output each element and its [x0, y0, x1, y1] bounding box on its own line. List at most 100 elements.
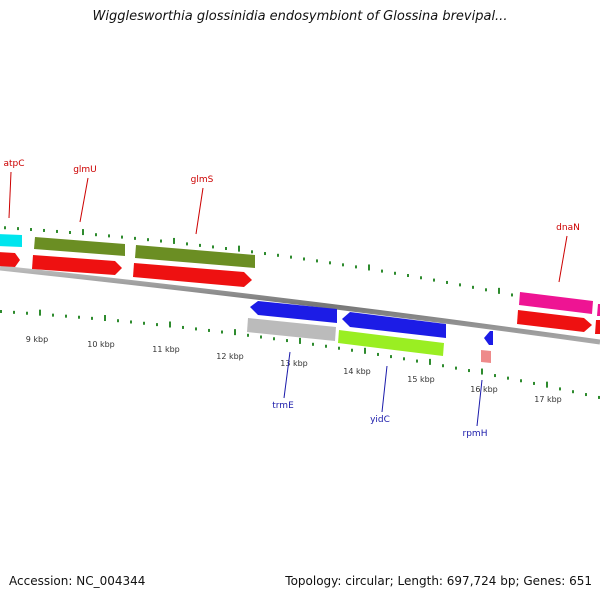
tick-dot [416, 359, 418, 363]
tick-dot [273, 337, 275, 341]
tick-dot [156, 323, 158, 327]
inner-tick-track [0, 309, 600, 399]
tick-dot [420, 276, 422, 280]
tick-dot [52, 313, 54, 317]
scale-tick-label: 16 kbp [470, 385, 498, 394]
tick-dot [108, 234, 110, 238]
feature-dnaN-cds[interactable] [517, 310, 592, 332]
feature-offscreen-cds[interactable] [595, 320, 600, 334]
tick-dot [494, 374, 496, 378]
scale-tick-label: 9 kbp [26, 335, 48, 344]
feature-yidC-gene[interactable] [338, 330, 444, 356]
feature-glmS-cds[interactable] [133, 263, 252, 287]
scale-labels: 9 kbp 10 kbp 11 kbp 12 kbp 13 kbp 14 kbp 15 kb… [26, 335, 562, 404]
tick-dot [169, 321, 171, 328]
tick-dot [43, 228, 45, 232]
tick-dot [212, 245, 214, 249]
reverse-gene-track [247, 318, 491, 363]
gene-label-glmS[interactable]: glmS [191, 175, 214, 185]
tick-dot [69, 230, 71, 234]
tick-dot [104, 315, 106, 322]
gene-label-trmE[interactable]: trmE [272, 401, 294, 411]
tick-dot [394, 271, 396, 275]
tick-dot [403, 357, 405, 361]
tick-dot [247, 333, 249, 337]
tick-dot [546, 381, 548, 388]
tick-dot [65, 314, 67, 318]
tick-dot [303, 257, 305, 261]
feature-trmE-cds[interactable] [250, 301, 337, 323]
feature-atpC-gene[interactable] [0, 234, 22, 247]
tick-dot [147, 238, 149, 242]
genome-summary: Topology: circular; Length: 697,724 bp; … [285, 574, 592, 588]
feature-dnaN-gene[interactable] [519, 292, 593, 314]
tick-dot [585, 393, 587, 397]
gene-callout-line [381, 365, 388, 413]
feature-offscreen-gene[interactable] [597, 304, 600, 316]
scale-tick-label: 10 kbp [87, 340, 115, 349]
tick-dot [355, 265, 357, 269]
tick-dot [117, 319, 119, 323]
tick-dot [121, 235, 123, 239]
tick-dot [533, 381, 535, 385]
tick-dot [511, 293, 513, 297]
gene-callout-line [558, 235, 568, 283]
feature-yidC-cds[interactable] [342, 312, 446, 338]
gene-labels: atpC glmU glmS dnaN trmE yidC rpmH [3, 159, 579, 439]
tick-dot [221, 330, 223, 334]
tick-dot [485, 288, 487, 292]
feature-rpmH-cds[interactable] [484, 331, 493, 345]
tick-dot [186, 242, 188, 246]
tick-dot [429, 358, 431, 365]
tick-dot [130, 320, 132, 324]
tick-dot [238, 245, 240, 252]
tick-dot [299, 337, 301, 344]
tick-dot [208, 328, 210, 332]
tick-dot [95, 233, 97, 237]
tick-dot [182, 325, 184, 329]
tick-dot [468, 369, 470, 373]
reverse-cds-track [250, 301, 493, 345]
tick-dot [442, 364, 444, 368]
gene-label-glmU[interactable]: glmU [73, 165, 97, 175]
gene-callout-line [283, 351, 291, 399]
feature-glmU-cds[interactable] [32, 255, 122, 275]
tick-dot [598, 395, 600, 399]
tick-dot [459, 283, 461, 287]
tick-dot [351, 348, 353, 352]
tick-dot [26, 311, 28, 315]
tick-dot [498, 287, 500, 294]
tick-dot [507, 376, 509, 380]
gene-callout-line [195, 187, 204, 235]
feature-rpmH-gene[interactable] [481, 350, 491, 363]
gene-callout-line [476, 379, 483, 427]
feature-glmS-gene[interactable] [135, 245, 255, 268]
tick-dot [381, 269, 383, 273]
gene-label-atpC[interactable]: atpC [3, 159, 24, 169]
tick-dot [433, 278, 435, 282]
tick-dot [91, 316, 93, 320]
gene-label-dnaN[interactable]: dnaN [556, 223, 580, 233]
scale-tick-label: 13 kbp [280, 359, 308, 368]
scale-tick-label: 14 kbp [343, 367, 371, 376]
tick-dot [520, 379, 522, 383]
tick-dot [338, 346, 340, 350]
feature-glmU-gene[interactable] [34, 237, 125, 256]
gene-callout-line [8, 171, 12, 219]
tick-dot [390, 355, 392, 359]
scale-tick-label: 15 kbp [407, 375, 435, 384]
tick-dot [30, 228, 32, 232]
gene-callout-line [79, 177, 89, 223]
tick-dot [82, 229, 84, 236]
gene-label-rpmH[interactable]: rpmH [463, 429, 488, 439]
tick-dot [455, 366, 457, 370]
tick-dot [143, 321, 145, 325]
feature-atpC-cds[interactable] [0, 252, 20, 267]
tick-dot [195, 327, 197, 331]
tick-dot [472, 285, 474, 289]
feature-trmE-gene[interactable] [247, 318, 336, 341]
gene-label-yidC[interactable]: yidC [370, 415, 390, 425]
tick-dot [286, 339, 288, 343]
tick-dot [225, 247, 227, 251]
